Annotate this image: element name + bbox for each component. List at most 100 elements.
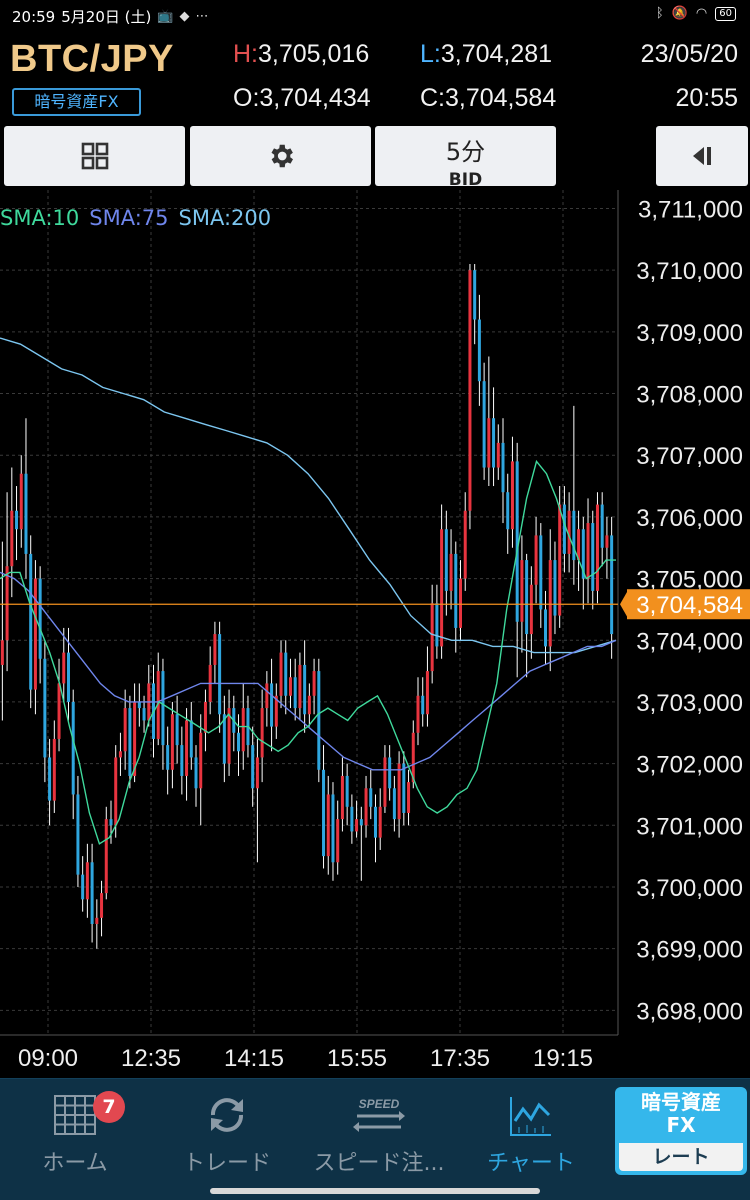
chart-toolbar: 5分 BID <box>0 122 750 190</box>
close-label: C: <box>420 84 445 112</box>
market-badge: 暗号資産FX <box>12 88 141 116</box>
crypto-fx-switch[interactable]: 暗号資産 FX レート <box>615 1087 747 1175</box>
candle-body <box>506 492 510 530</box>
price-chart[interactable]: 3,711,000 3,710,000 3,709,000 3,708,000 3,70… <box>0 190 750 1078</box>
candle-body <box>388 757 392 789</box>
x-tick-label: 17:35 <box>430 1045 490 1072</box>
low-value: 3,704,281 <box>440 40 553 68</box>
candle-body <box>572 510 576 561</box>
chart-canvas[interactable]: 3,711,000 3,710,000 3,709,000 3,708,000 3,70… <box>0 190 750 1078</box>
candle-body <box>38 578 42 659</box>
x-tick-label: 15:55 <box>327 1045 387 1072</box>
candle-body <box>123 708 127 752</box>
candle-body <box>425 671 429 715</box>
layout-grid-button[interactable] <box>4 126 185 186</box>
candle-body <box>520 560 524 622</box>
candle-body <box>383 757 387 807</box>
candle-body <box>227 708 231 764</box>
candle-body <box>255 757 259 789</box>
grid-icon <box>81 142 108 170</box>
y-tick-label: 3,710,000 <box>636 258 743 285</box>
candle-body <box>350 806 354 832</box>
candle-body <box>477 319 481 382</box>
candle-body <box>473 270 477 320</box>
candle-body <box>449 553 453 591</box>
current-price-label: 3,704,584 <box>636 592 743 619</box>
nav-speed-label: スピード注... <box>313 1151 445 1176</box>
open-value: 3,704,434 <box>259 84 371 112</box>
candle-body <box>218 634 222 715</box>
candle-body <box>421 695 425 715</box>
candle-body <box>24 473 28 554</box>
refresh-arrows-icon <box>211 1098 243 1132</box>
candle-body <box>251 745 255 789</box>
y-tick-label: 3,704,000 <box>636 628 743 655</box>
candle-body <box>288 677 292 696</box>
candle-body <box>459 578 462 628</box>
y-tick-label: 3,698,000 <box>636 998 743 1025</box>
candle-body <box>237 732 241 752</box>
chart-icon <box>510 1097 551 1136</box>
candle-body <box>133 701 137 776</box>
close-value: 3,704,584 <box>445 84 557 112</box>
candle-body <box>189 720 193 758</box>
nav-chart[interactable]: チャート <box>456 1079 606 1179</box>
y-tick-label: 3,703,000 <box>636 690 743 717</box>
x-tick-label: 19:15 <box>533 1045 593 1072</box>
candle-body <box>539 535 543 610</box>
nav-trade[interactable]: トレード <box>152 1079 302 1179</box>
candle-body <box>435 603 439 647</box>
candle-body <box>265 683 269 709</box>
candle-body <box>29 553 33 690</box>
x-tick-label: 09:00 <box>18 1045 78 1072</box>
fx-switch-rate: レート <box>619 1143 743 1171</box>
candle-body <box>322 769 326 857</box>
interval-label: 5分 <box>445 138 486 166</box>
candle-body <box>581 529 585 579</box>
candle-body <box>137 701 141 709</box>
candle-body <box>293 677 297 709</box>
price-side-label: BID <box>448 170 483 186</box>
candle-body <box>595 504 599 591</box>
open-price: O:3,704,434 <box>233 84 371 113</box>
candle-body <box>440 529 444 647</box>
fx-switch-title-line: FX <box>666 1113 696 1137</box>
close-price: C:3,704,584 <box>420 84 556 113</box>
chart-settings-button[interactable] <box>190 126 371 186</box>
y-tick-label: 3,709,000 <box>636 320 743 347</box>
candle-body <box>496 442 500 468</box>
bluetooth-icon: ᛒ <box>655 6 664 21</box>
candle-body <box>298 664 302 709</box>
nav-home[interactable]: 7 ホーム <box>0 1079 150 1179</box>
status-time: 20:59 <box>12 7 56 26</box>
interval-button[interactable]: 5分 BID <box>375 126 556 186</box>
current-price-pointer <box>620 590 628 619</box>
candle-body <box>336 819 340 863</box>
sma200-line <box>0 337 617 654</box>
header: BTC/JPY 暗号資産FX H:3,705,016 L:3,704,281 O… <box>0 30 750 122</box>
battery-indicator: 60 <box>715 6 736 21</box>
candle-body <box>194 757 198 789</box>
candle-body <box>85 862 89 900</box>
candle-body <box>364 788 368 826</box>
pair-title[interactable]: BTC/JPY <box>10 38 174 80</box>
low-label: L: <box>420 40 441 68</box>
nav-speed-order[interactable]: SPEED スピード注... <box>304 1079 454 1179</box>
collapse-panel-button[interactable] <box>656 126 748 186</box>
candle-body <box>43 658 47 758</box>
candle-body <box>402 763 406 813</box>
sma75-line <box>0 571 617 771</box>
candle-body <box>274 695 278 727</box>
candle-body <box>241 708 245 752</box>
candle-body <box>416 695 420 733</box>
candle-body <box>397 763 401 820</box>
candle-body <box>373 806 377 838</box>
status-bar: 20:59 5月20日 (土) 📺 ◆ ⋯ ᛒ 🔕 ◠ 60 <box>0 0 750 30</box>
indicator-legend-item: SMA:75 <box>89 206 168 230</box>
open-label: O: <box>233 84 260 112</box>
fx-switch-title-line: 暗号資産 <box>641 1090 721 1114</box>
candle-body <box>605 535 609 548</box>
candle-body <box>118 751 122 758</box>
speed-icon-text: SPEED <box>359 1097 400 1111</box>
candle-body <box>345 775 349 807</box>
